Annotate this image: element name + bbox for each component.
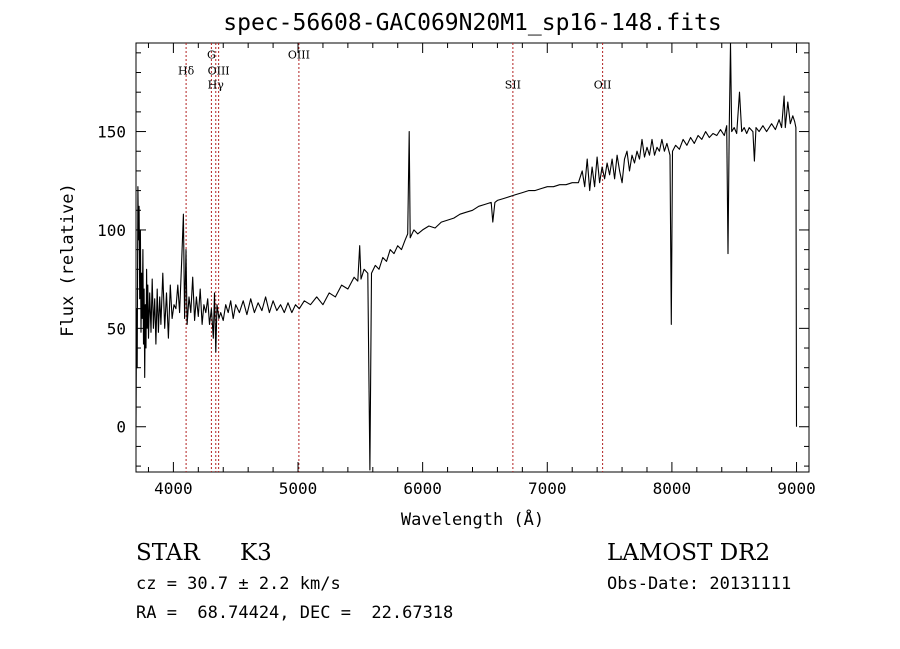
line-marker-label: OII [594,78,612,91]
line-marker-label: OIII [208,64,230,77]
x-tick-label: 9000 [777,479,816,498]
plot-frame [135,42,810,473]
y-tick-label: 50 [107,319,126,338]
x-tick-label: 6000 [403,479,442,498]
y-tick-label: 100 [97,221,126,240]
spectrum-line [135,42,798,471]
redshift-cz: cz = 30.7 ± 2.2 km/s [136,574,341,594]
x-tick-label: 7000 [528,479,567,498]
x-tick-label: 8000 [653,479,692,498]
line-marker-label: G [207,49,216,62]
line-marker-label: Hγ [208,78,225,91]
y-tick-label: 0 [116,418,126,437]
axis-ticks: 4000 5000 6000 7000 8000 9000 0 50 100 150 [97,43,816,498]
line-marker-label: OIII [288,49,310,62]
coordinates: RA = 68.74424, DEC = 22.67318 [136,603,454,623]
object-subclass: K3 [240,540,272,566]
spectrum-series [135,42,798,471]
line-marker-label: Hδ [178,64,195,77]
y-tick-label: 150 [97,123,126,142]
x-tick-label: 4000 [154,479,193,498]
y-axis-label: Flux (relative) [58,183,78,337]
x-axis-label: Wavelength (Å) [400,510,545,530]
chart-title: spec-56608-GAC069N20M1_sp16-148.fits [223,10,722,36]
line-marker-label: SII [505,78,521,91]
observation-date: Obs-Date: 20131111 [607,574,792,594]
object-class: STAR [136,540,200,566]
x-tick-label: 5000 [279,479,318,498]
survey-name: LAMOST DR2 [607,540,771,566]
